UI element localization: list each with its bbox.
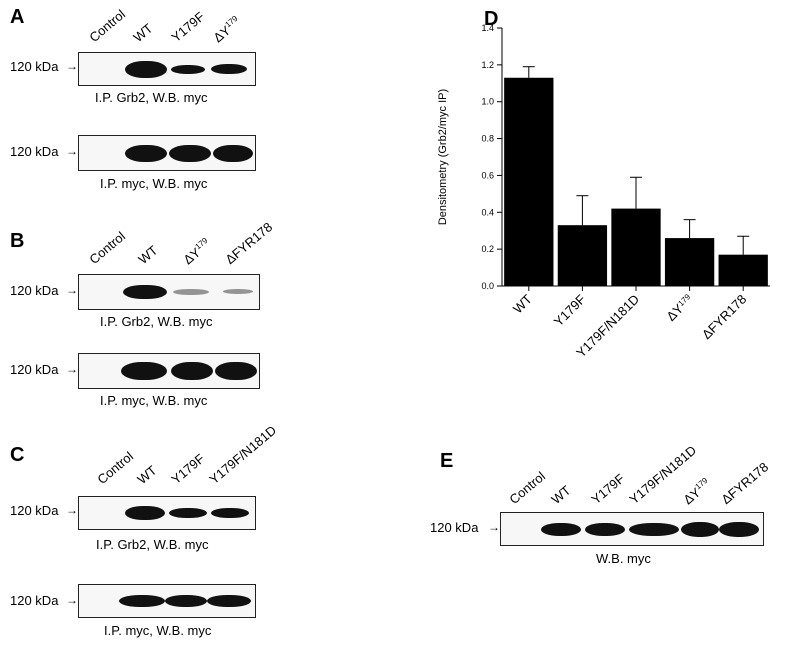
y-tick-label: 0.2	[481, 244, 494, 254]
panel-letter-c: C	[10, 444, 25, 466]
blot-b1	[78, 274, 260, 310]
blot-c2	[78, 584, 256, 618]
lane-label-control: Control	[86, 228, 129, 267]
band-delta-y179	[213, 145, 253, 162]
arrow-icon: →	[488, 520, 500, 534]
lane-label-delta-fyr178: ΔFYR178	[718, 459, 772, 507]
caption-a2: I.P. myc, W.B. myc	[100, 176, 208, 191]
lane-label-delta-fyr178: ΔFYR178	[222, 219, 276, 267]
lane-label-delta-y179: ΔY179	[210, 13, 240, 46]
marker-120kda: 120 kDa	[430, 520, 479, 535]
y-tick-label: 1.2	[481, 60, 494, 70]
marker-120kda: 120 kDa	[10, 503, 59, 518]
band-y179f	[585, 523, 625, 536]
x-tick-label: ΔFYR178	[699, 292, 749, 342]
lane-label-delta-y179: ΔY179	[180, 235, 210, 268]
arrow-icon: →	[66, 593, 78, 607]
x-tick-label: WT	[510, 291, 535, 316]
band-y179f	[171, 65, 205, 74]
y-tick-label: 1.4	[481, 23, 494, 33]
blot-a2	[78, 135, 256, 171]
y-tick-label: 0.0	[481, 281, 494, 291]
bar	[718, 254, 768, 286]
lane-label-y179f: Y179F	[588, 470, 628, 507]
lane-label-control: Control	[506, 468, 549, 507]
y-tick-label: 0.4	[481, 207, 494, 217]
band-y179f-n181d	[207, 595, 251, 607]
arrow-icon: →	[66, 283, 78, 297]
caption-c2: I.P. myc, W.B. myc	[104, 623, 212, 638]
lane-label-delta-y179: ΔY179	[680, 475, 710, 508]
lane-label-wt: WT	[135, 242, 161, 267]
lane-label-control: Control	[94, 448, 137, 487]
band-wt	[121, 362, 167, 380]
band-wt	[125, 61, 167, 78]
band-delta-fyr178	[215, 362, 257, 380]
band-delta-fyr178	[719, 522, 759, 537]
band-y179f-n181d	[211, 508, 249, 518]
band-y179f	[169, 145, 211, 162]
x-tick-label: ΔY179	[663, 291, 696, 324]
band-delta-fyr178	[223, 289, 253, 294]
lane-label-control: Control	[86, 6, 129, 46]
bar	[611, 208, 661, 286]
caption-a1: I.P. Grb2, W.B. myc	[95, 90, 208, 105]
band-delta-y179	[171, 362, 213, 380]
blot-e1	[500, 512, 764, 546]
panel-letter-b: B	[10, 230, 25, 252]
lane-label-y179f-n181d: Y179F/N181D	[206, 422, 280, 487]
y-tick-label: 0.6	[481, 170, 494, 180]
arrow-icon: →	[66, 503, 78, 517]
band-delta-y179	[173, 289, 209, 295]
blot-b2	[78, 353, 260, 389]
band-delta-y179	[211, 64, 247, 74]
band-delta-y179	[681, 522, 719, 537]
blot-a1	[78, 52, 256, 86]
blot-c1	[78, 496, 256, 530]
y-tick-label: 1.0	[481, 97, 494, 107]
band-y179f	[165, 595, 207, 607]
caption-b1: I.P. Grb2, W.B. myc	[100, 314, 213, 329]
band-wt	[123, 285, 167, 299]
caption-c1: I.P. Grb2, W.B. myc	[96, 537, 209, 552]
marker-120kda: 120 kDa	[10, 59, 59, 74]
arrow-icon: →	[66, 362, 78, 376]
bar	[504, 77, 554, 286]
band-wt	[541, 523, 581, 536]
lane-label-wt: WT	[130, 20, 156, 45]
lane-label-wt: WT	[134, 462, 160, 487]
lane-label-y179f: Y179F	[168, 450, 208, 487]
bar-chart: 0.0 0.2 0.4 0.6 0.8 1.0 1.2 1.4 Densitometry (Gr…	[437, 23, 770, 360]
marker-120kda: 120 kDa	[10, 593, 59, 608]
bar	[557, 225, 608, 286]
x-tick-label: Y179F	[551, 291, 589, 329]
lane-label-y179f: Y179F	[168, 8, 208, 45]
caption-b2: I.P. myc, W.B. myc	[100, 393, 208, 408]
band-y179f-n181d	[629, 523, 679, 536]
marker-120kda: 120 kDa	[10, 144, 59, 159]
band-wt	[125, 506, 165, 520]
y-axis-label: Densitometry (Grb2/myc IP)	[437, 89, 449, 225]
panel-letter-e: E	[440, 450, 454, 472]
panel-letter-a: A	[10, 6, 25, 28]
arrow-icon: →	[66, 59, 78, 73]
lane-label-wt: WT	[548, 482, 574, 507]
band-wt	[125, 145, 167, 162]
marker-120kda: 120 kDa	[10, 362, 59, 377]
panel-letter-d: D	[484, 8, 499, 30]
band-wt	[119, 595, 165, 607]
y-tick-label: 0.8	[481, 134, 494, 144]
bar	[664, 238, 715, 286]
marker-120kda: 120 kDa	[10, 283, 59, 298]
arrow-icon: →	[66, 144, 78, 158]
caption-e1: W.B. myc	[596, 551, 651, 566]
band-y179f	[169, 508, 207, 518]
